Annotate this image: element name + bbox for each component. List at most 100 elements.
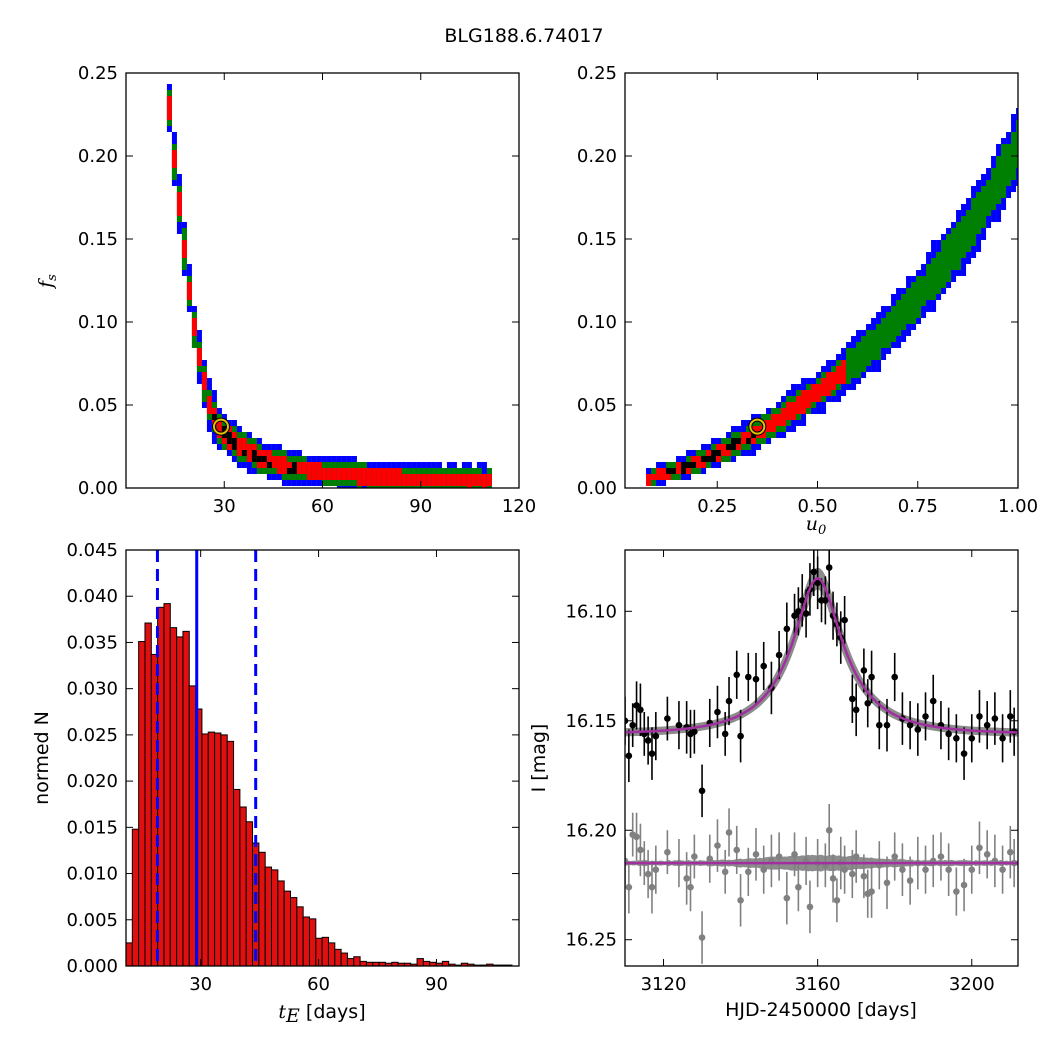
density-cell — [341, 456, 347, 462]
density-cell — [281, 456, 287, 462]
density-cell — [966, 228, 972, 234]
density-cell — [996, 174, 1002, 180]
density-cell — [736, 432, 742, 438]
density-cell — [656, 474, 662, 480]
density-cell — [266, 456, 272, 462]
density-cell — [201, 396, 207, 402]
density-cell — [821, 384, 827, 390]
density-cell — [726, 438, 732, 444]
density-cell — [731, 426, 737, 432]
density-cell — [271, 462, 277, 468]
plot-frame — [125, 72, 520, 489]
density-cell — [781, 414, 787, 420]
density-cell — [771, 414, 777, 420]
density-cell — [796, 402, 802, 408]
density-cell — [786, 390, 792, 396]
density-cell — [396, 474, 402, 480]
data-point — [791, 612, 798, 619]
density-cell — [251, 468, 257, 474]
density-cell — [916, 282, 922, 288]
density-cell — [416, 486, 422, 488]
histogram-bar — [302, 916, 310, 966]
density-cell — [901, 306, 907, 312]
density-cell — [241, 432, 247, 438]
density-cell — [916, 300, 922, 306]
density-cell — [851, 342, 857, 348]
plot-area — [126, 550, 513, 966]
density-cell — [861, 330, 867, 336]
density-cell — [706, 462, 712, 468]
residual-point — [664, 848, 671, 856]
density-cell — [831, 396, 837, 402]
density-cell — [946, 228, 952, 234]
density-cell — [976, 246, 982, 252]
density-cell — [271, 474, 277, 480]
density-cell — [216, 420, 222, 426]
density-cell — [831, 390, 837, 396]
density-cell — [816, 390, 822, 396]
histogram-bar — [144, 622, 152, 966]
density-cell — [331, 474, 337, 480]
density-cell — [836, 384, 842, 390]
density-cell — [956, 246, 962, 252]
data-point — [744, 673, 752, 681]
density-cell — [256, 450, 262, 456]
density-cell — [741, 432, 747, 438]
residual-point — [891, 853, 899, 860]
density-cell — [961, 258, 967, 264]
tE-histogram-panel: 30 60 90 0.000 0.005 0.010 0.015 0.020 0.025 0.03… — [31, 540, 520, 1027]
density-cell — [896, 342, 902, 348]
density-cell — [961, 204, 967, 210]
density-cell — [956, 222, 962, 228]
density-cell — [876, 342, 882, 348]
density-cell — [996, 192, 1002, 198]
density-cell — [316, 480, 322, 486]
density-cell — [326, 456, 332, 462]
data-point — [752, 675, 760, 683]
density-cell — [951, 258, 957, 264]
density-cell — [366, 468, 372, 474]
density-cell — [771, 420, 777, 426]
density-cell — [856, 354, 862, 360]
histogram-bar — [353, 956, 361, 966]
density-cell — [926, 288, 932, 294]
density-cell — [391, 486, 397, 488]
density-cell — [991, 204, 997, 210]
x-tick-label: 30 — [189, 974, 212, 995]
density-cell — [821, 390, 827, 396]
residual-point — [698, 934, 706, 941]
density-cell — [891, 312, 897, 318]
density-cell — [431, 486, 437, 488]
y-tick-label: 0.040 — [66, 586, 118, 607]
density-cell — [986, 210, 992, 216]
density-cell — [196, 348, 202, 354]
density-cell — [376, 486, 382, 488]
density-cell — [486, 480, 492, 486]
density-cell — [946, 246, 952, 252]
density-cell — [181, 246, 187, 252]
density-cell — [331, 480, 337, 486]
data-point — [999, 734, 1006, 742]
density-cell — [866, 342, 872, 348]
density-cell — [1001, 204, 1007, 210]
residual-point — [706, 855, 714, 863]
data-point — [737, 732, 744, 740]
density-cell — [196, 366, 202, 372]
density-cell — [721, 438, 727, 444]
density-cell — [986, 168, 992, 174]
density-cell — [336, 480, 342, 486]
residual-point — [868, 888, 875, 895]
density-cell — [311, 474, 317, 480]
density-cell — [681, 462, 687, 468]
plot-frame — [125, 549, 520, 967]
density-cell — [171, 162, 177, 168]
density-cell — [841, 348, 847, 354]
histogram-bar — [441, 960, 450, 966]
density-cell — [726, 432, 732, 438]
residual-point — [983, 851, 991, 858]
density-cell — [311, 468, 317, 474]
density-cell — [406, 480, 412, 486]
data-point — [953, 734, 960, 742]
density-cell — [916, 270, 922, 276]
